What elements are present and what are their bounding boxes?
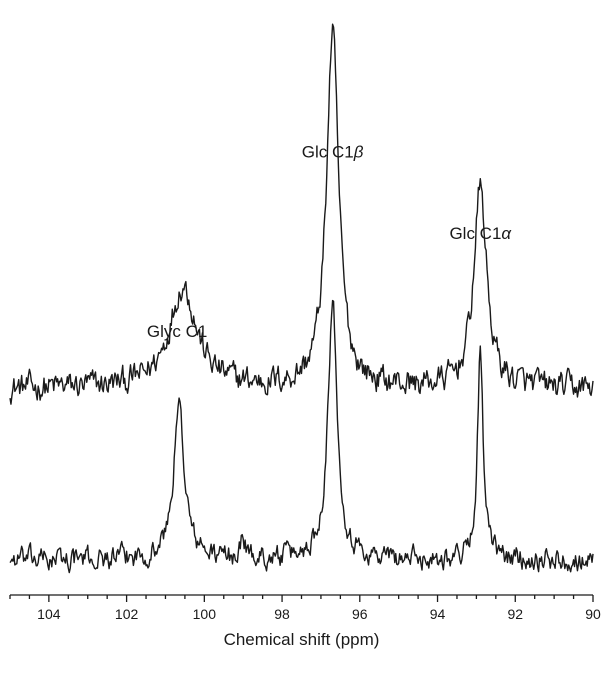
x-axis: 104 102 100 98 96 94 92 90: [9, 594, 601, 622]
x-tick-label: 96: [352, 606, 368, 622]
x-axis-title: Chemical shift (ppm): [224, 630, 380, 649]
spectrum-trace-1: [9, 23, 594, 405]
peak-label-1: Glyc C1: [147, 322, 207, 341]
peak-label-3: Glc C1α: [449, 224, 512, 243]
peak-label-symbol-2: β: [353, 143, 364, 162]
spectrum-trace-2: [9, 299, 594, 574]
x-tick-label: 104: [37, 606, 61, 622]
x-tick-label: 98: [274, 606, 290, 622]
peak-label-symbol-3: α: [501, 224, 512, 243]
spectra-group: [9, 23, 594, 574]
x-tick-label: 90: [585, 606, 601, 622]
x-tick-label: 92: [507, 606, 523, 622]
x-tick-label: 102: [115, 606, 139, 622]
x-tick-label: 94: [430, 606, 446, 622]
peak-annotations: Glyc C1 Glc C1β Glc C1α: [147, 143, 513, 341]
peak-label-2: Glc C1β: [302, 143, 364, 162]
x-tick-label: 100: [193, 606, 217, 622]
